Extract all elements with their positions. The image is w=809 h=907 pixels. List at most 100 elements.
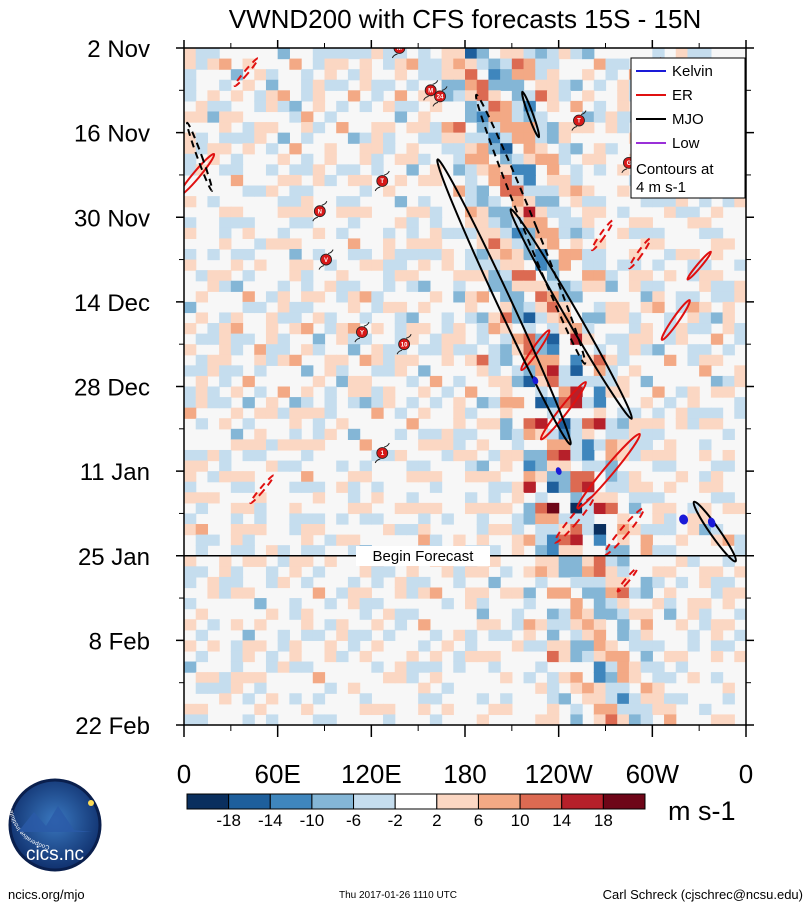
heatmap-cell [219,58,232,70]
heatmap-cell [184,513,197,525]
er-contour [249,474,275,505]
heatmap-cell [500,291,513,303]
heatmap-cell [418,90,431,102]
heatmap-cell [523,418,536,430]
heatmap-cell [664,196,677,208]
heatmap-cell [301,69,314,81]
heatmap-cell [558,174,571,187]
heatmap-cell [546,196,560,208]
heatmap-cell [394,576,408,589]
heatmap-cell [511,375,525,388]
heatmap-cell [453,132,466,144]
heatmap-cell [535,418,548,430]
heatmap-cell [265,69,279,81]
heatmap-cell [570,471,583,483]
heatmap-cell [664,693,677,705]
heatmap-cell [230,619,244,631]
heatmap-cell [605,693,618,705]
heatmap-cell [546,449,560,462]
tc-marker-icon: N [312,201,328,222]
heatmap-cell [394,153,408,165]
heatmap-cell [652,301,665,314]
heatmap-cell [628,492,642,504]
heatmap-cell [429,672,443,684]
heatmap-cell [301,196,314,208]
heatmap-cell [640,449,653,462]
tc-marker-tail [318,265,325,270]
heatmap-cell [710,270,724,282]
heatmap-cell [593,354,607,366]
heatmap-cell [359,143,372,155]
heatmap-cell [710,629,724,641]
heatmap-cell [605,566,618,578]
heatmap-cell [652,196,665,208]
heatmap-cell [465,428,478,440]
heatmap-cell [664,312,677,324]
heatmap-cell [453,344,466,356]
heatmap-cell [558,79,571,91]
heatmap-cell [546,69,560,81]
footer-center: Thu 2017-01-26 1110 UTC [339,890,457,901]
heatmap-cell [570,703,583,716]
heatmap-cell [230,534,244,546]
heatmap-cell [511,69,525,81]
heatmap-cell [242,587,255,599]
heatmap-cell [699,576,712,589]
heatmap-cell [230,344,244,356]
heatmap-cell [184,661,197,673]
heatmap-cell [628,312,642,324]
heatmap-cell [523,344,536,356]
heatmap-cell [441,428,454,440]
heatmap-cell [546,333,560,345]
heatmap-cell [699,449,712,462]
heatmap-cell [582,555,595,567]
heatmap-cell [652,238,665,250]
er-contour [184,152,216,197]
heatmap-cell [336,270,349,282]
heatmap-cell [359,598,372,610]
heatmap-cell [184,48,197,60]
heatmap-cell [418,132,431,144]
heatmap-cell [699,513,712,525]
heatmap-cell [582,513,595,525]
heatmap-cell [347,428,361,440]
heatmap-cell [219,460,232,472]
heatmap-cell [570,386,583,398]
heatmap-cell [219,397,232,409]
heatmap-cell [254,449,267,462]
heatmap-cell [406,492,419,504]
legend-box [630,57,746,199]
heatmap-cell [722,576,735,589]
heatmap-cell [500,238,513,250]
heatmap-cell [406,418,419,430]
heatmap-cell [371,259,384,271]
heatmap-cell [347,587,361,599]
heatmap-cell [277,576,290,589]
heatmap-cell [652,640,665,652]
heatmap-cell [289,397,302,409]
heatmap-cell [593,386,607,398]
heatmap-cell [605,555,618,567]
heatmap-cell [301,153,314,165]
heatmap-cell [546,481,560,493]
heatmap-cell [453,566,466,578]
heatmap-cell [476,217,490,229]
heatmap-cell [488,365,501,377]
heatmap-cell [265,164,279,176]
heatmap-cell [301,703,314,716]
heatmap-cell [593,259,607,271]
heatmap-cell [535,48,548,60]
heatmap-cell [465,227,478,240]
heatmap-cell [617,375,630,388]
colorbar-swatch [311,793,355,810]
heatmap-cell [582,206,595,218]
tc-marker-tail [432,101,439,107]
heatmap-cell [195,397,209,409]
heatmap-cell [617,524,630,536]
heatmap-cell [394,502,408,515]
heatmap-cell [640,640,653,652]
heatmap-cell [500,524,513,536]
heatmap-cell [324,280,337,292]
heatmap-cell [546,100,560,113]
heatmap-cell [488,354,501,366]
